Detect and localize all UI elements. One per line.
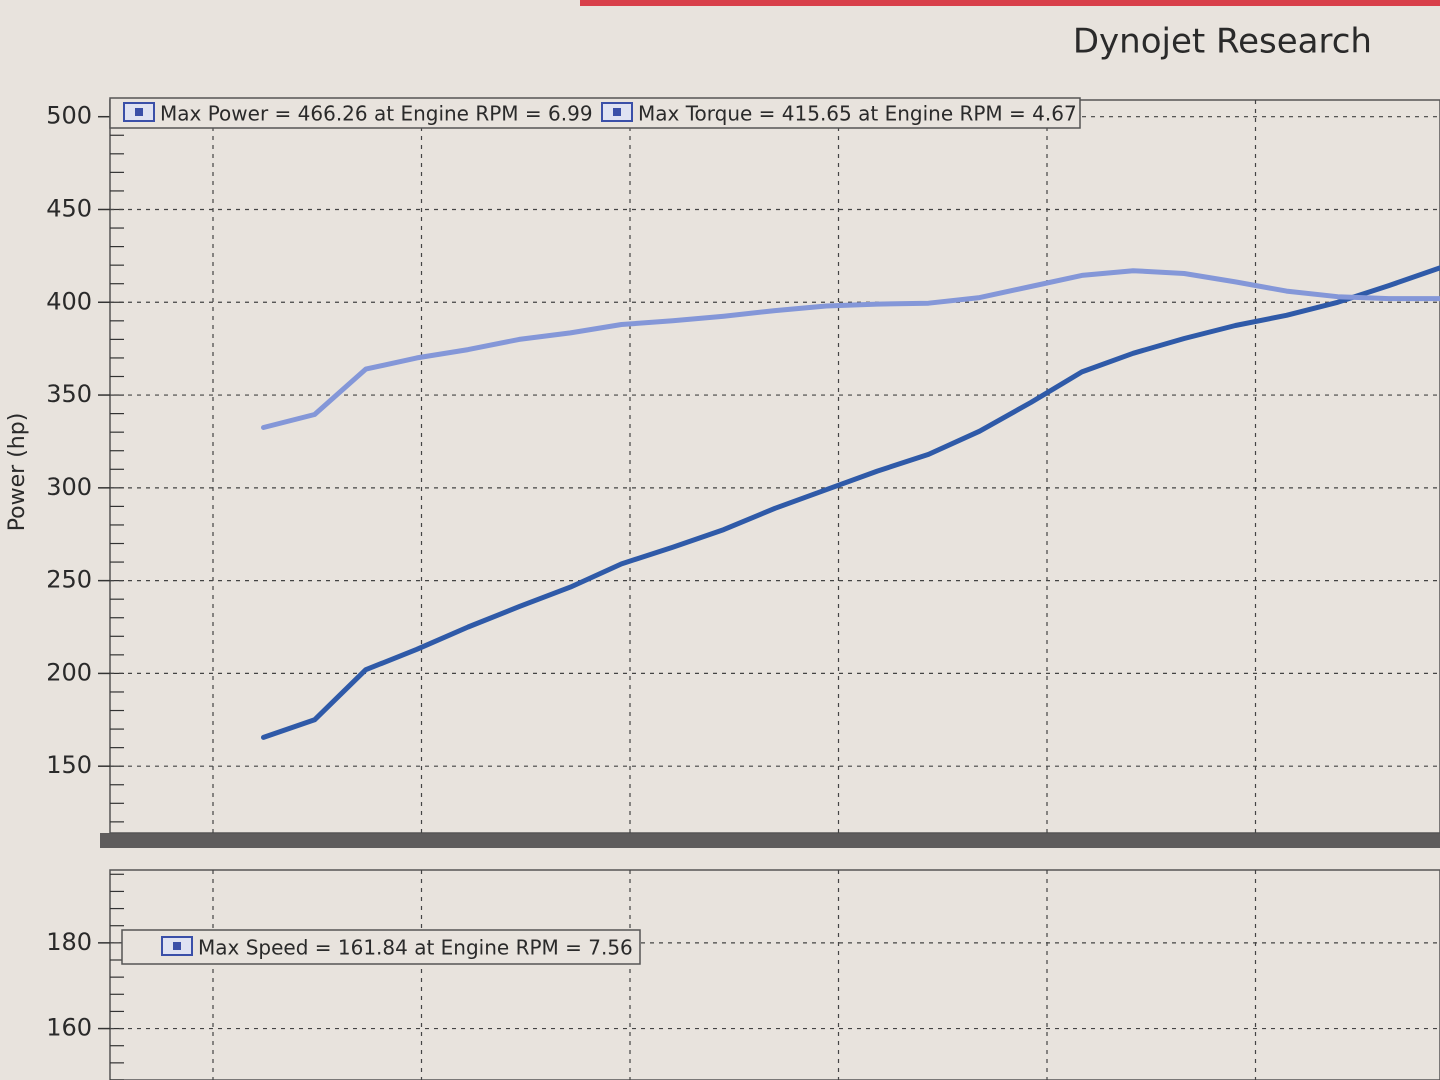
y-tick-label: 250	[46, 566, 92, 594]
panel-shadow	[100, 833, 1440, 848]
series-line	[261, 268, 1440, 430]
logo-strip	[580, 0, 1440, 6]
legend-icon-dot	[135, 108, 143, 116]
y-tick-label: 160	[46, 1014, 92, 1042]
y-tick-label: 400	[46, 287, 92, 315]
legend-icon-dot	[613, 108, 621, 116]
legend-icon-dot	[173, 942, 181, 950]
y-tick-label: 500	[46, 102, 92, 130]
legend-text: Max Torque = 415.65 at Engine RPM = 4.67	[638, 102, 1077, 126]
legend-box	[121, 929, 641, 965]
y-axis-label: Power (hp)	[5, 413, 30, 532]
legend-box	[109, 97, 1081, 129]
y-tick-label: 300	[46, 473, 92, 501]
brand-title: Dynojet Research	[1073, 22, 1372, 62]
y-tick-label: 200	[46, 658, 92, 686]
legend-text: Max Speed = 161.84 at Engine RPM = 7.56	[198, 936, 633, 960]
legend-text: Max Power = 466.26 at Engine RPM = 6.99	[160, 102, 593, 126]
plot-area	[109, 869, 1440, 1080]
series-line	[261, 265, 1440, 740]
y-tick-label: 350	[46, 380, 92, 408]
y-tick-label: 150	[46, 751, 92, 779]
y-tick-label: 180	[46, 928, 92, 956]
y-tick-label: 450	[46, 194, 92, 222]
